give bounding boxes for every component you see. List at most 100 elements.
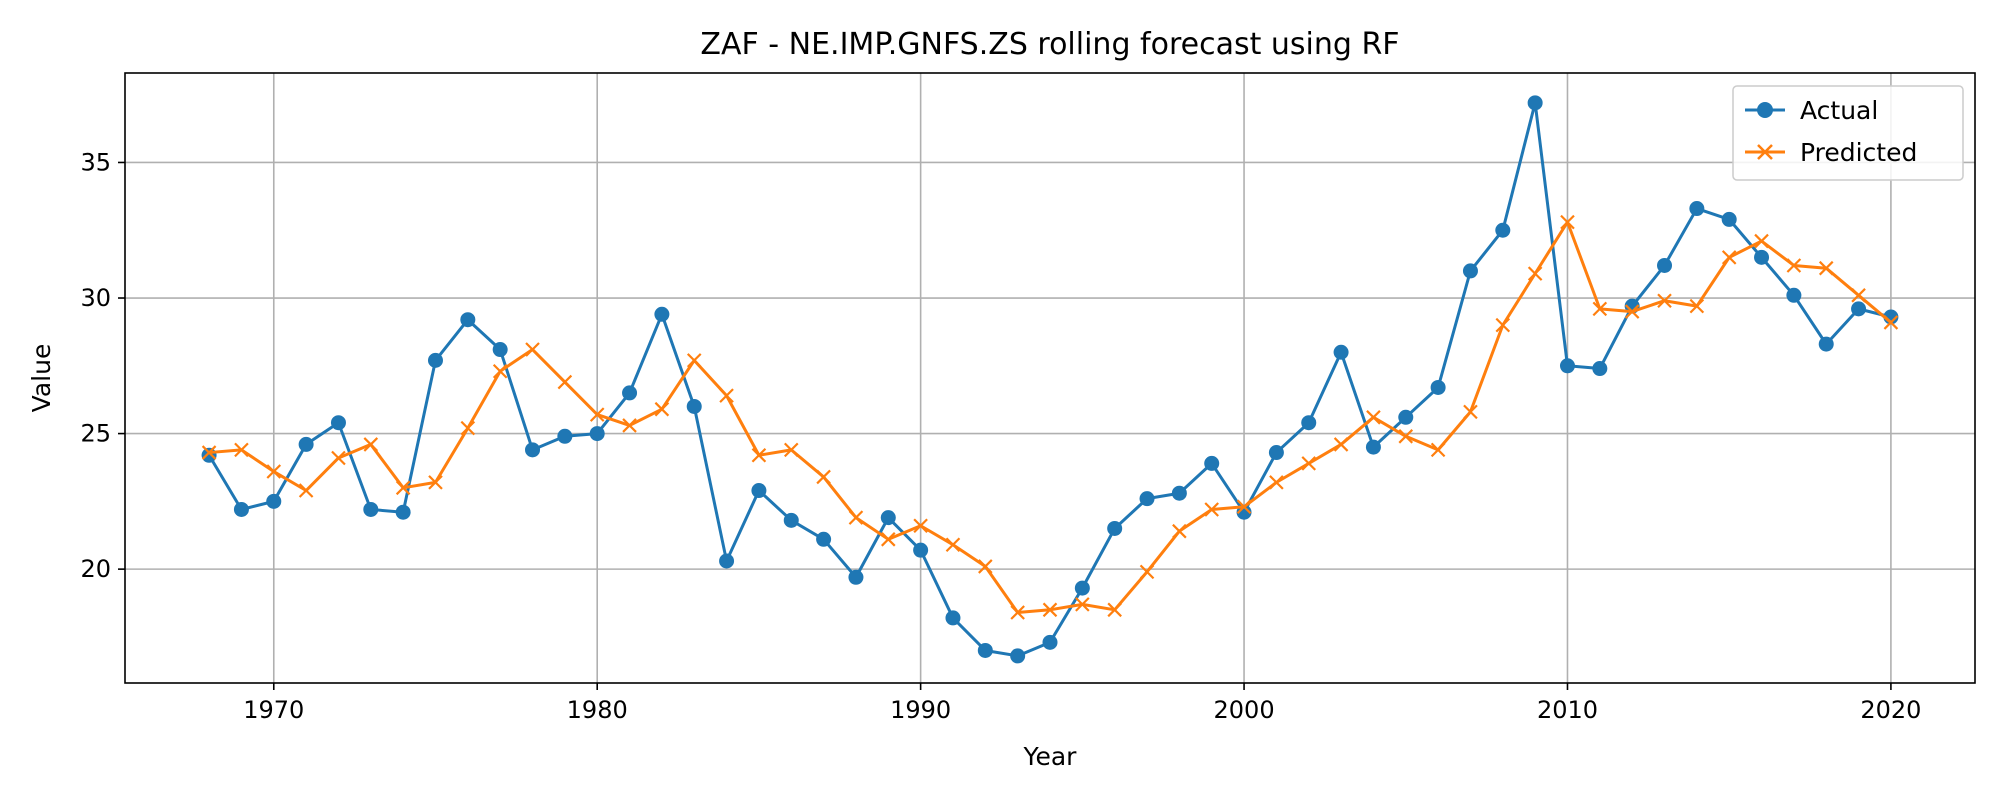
data-point-actual — [363, 501, 379, 517]
data-point-predicted — [201, 445, 217, 460]
data-point-predicted — [1495, 317, 1511, 333]
data-point-actual — [460, 312, 476, 328]
series-layer — [201, 95, 1899, 664]
y-axis-label: Value — [27, 344, 56, 413]
data-point-actual — [1851, 301, 1867, 317]
x-tick-label: 1980 — [567, 696, 628, 724]
data-point-actual — [1495, 222, 1511, 238]
data-point-actual — [1527, 95, 1543, 111]
data-point-actual — [1657, 257, 1673, 273]
data-point-predicted — [1883, 315, 1899, 330]
data-point-predicted — [557, 374, 573, 390]
data-point-predicted — [1818, 260, 1834, 276]
data-point-actual — [913, 542, 929, 558]
data-point-actual — [654, 306, 670, 322]
x-axis-label: Year — [1023, 742, 1078, 771]
y-tick-label: 35 — [80, 148, 111, 176]
data-point-predicted — [1075, 597, 1090, 612]
y-tick-label: 25 — [80, 420, 111, 448]
data-point-actual — [298, 436, 314, 452]
data-point-predicted — [654, 401, 670, 417]
data-point-actual — [1592, 361, 1608, 377]
data-point-predicted — [1657, 293, 1672, 309]
data-point-predicted — [1010, 605, 1025, 620]
legend-actual-marker — [1757, 102, 1773, 118]
plot-frame — [124, 72, 1976, 684]
x-tick-label: 1990 — [890, 696, 951, 724]
series-predicted — [201, 214, 1899, 620]
data-point-predicted — [266, 464, 282, 479]
data-point-actual — [557, 428, 573, 444]
data-point-actual — [1074, 580, 1090, 596]
data-point-predicted — [492, 363, 508, 379]
data-point-actual — [1559, 358, 1575, 374]
x-axis-ticks: 1970 1980 1990 2000 2010 2020 — [243, 683, 1921, 724]
data-point-actual — [1139, 491, 1155, 507]
data-point-predicted — [1851, 288, 1866, 303]
data-point-predicted — [719, 388, 734, 403]
data-point-predicted — [913, 518, 928, 534]
data-point-predicted — [1624, 304, 1640, 319]
data-point-actual — [751, 483, 767, 499]
data-point-actual — [880, 510, 896, 526]
data-point-actual — [1365, 439, 1381, 455]
data-point-predicted — [848, 510, 864, 525]
data-point-predicted — [1398, 429, 1414, 444]
data-point-actual — [719, 553, 735, 569]
data-point-actual — [1721, 211, 1737, 227]
data-point-predicted — [363, 437, 379, 452]
data-point-predicted — [525, 342, 540, 357]
data-point-predicted — [1204, 502, 1219, 517]
data-point-actual — [977, 642, 993, 658]
data-point-predicted — [1463, 404, 1478, 420]
data-point-predicted — [881, 532, 896, 547]
data-point-predicted — [1721, 250, 1737, 265]
data-point-predicted — [331, 450, 346, 466]
x-tick-label: 1970 — [243, 696, 304, 724]
data-point-predicted — [1269, 475, 1284, 490]
data-point-predicted — [1042, 602, 1058, 618]
data-point-actual — [492, 342, 508, 358]
data-point-predicted — [460, 420, 476, 436]
data-point-actual — [1204, 455, 1220, 471]
data-point-predicted — [1107, 602, 1122, 618]
legend-actual-label: Actual — [1800, 96, 1878, 125]
data-point-actual — [1042, 634, 1058, 650]
data-point-actual — [1818, 336, 1834, 352]
legend: Actual Predicted — [1732, 85, 1964, 181]
data-point-predicted — [1172, 523, 1187, 539]
data-point-actual — [1398, 409, 1414, 425]
x-tick-label: 2010 — [1537, 696, 1598, 724]
data-point-predicted — [783, 442, 799, 458]
data-point-actual — [1171, 485, 1187, 501]
series-actual — [201, 95, 1899, 664]
data-point-actual — [1301, 415, 1317, 431]
data-point-actual — [266, 493, 282, 509]
data-point-actual — [525, 442, 541, 458]
data-point-predicted — [1689, 298, 1705, 314]
data-point-actual — [1689, 201, 1705, 217]
data-point-actual — [1333, 344, 1349, 360]
data-point-actual — [233, 501, 249, 517]
data-point-predicted — [816, 469, 831, 485]
data-point-predicted — [751, 447, 767, 463]
data-point-predicted — [945, 537, 961, 553]
data-point-predicted — [1333, 437, 1349, 452]
data-point-actual — [1010, 648, 1026, 664]
data-point-predicted — [1560, 214, 1575, 230]
data-point-actual — [395, 504, 411, 520]
data-point-predicted — [1754, 233, 1769, 249]
data-point-actual — [1754, 249, 1770, 265]
x-tick-label: 2020 — [1860, 696, 1921, 724]
data-point-predicted — [1592, 301, 1608, 317]
y-tick-label: 30 — [80, 284, 111, 312]
legend-predicted-marker — [1757, 144, 1773, 160]
data-point-actual — [622, 385, 638, 401]
data-point-predicted — [395, 480, 411, 496]
data-point-predicted — [686, 353, 702, 368]
data-point-actual — [1107, 520, 1123, 536]
data-point-predicted — [428, 475, 443, 490]
legend-predicted-label: Predicted — [1800, 138, 1917, 167]
data-point-predicted — [234, 442, 249, 458]
